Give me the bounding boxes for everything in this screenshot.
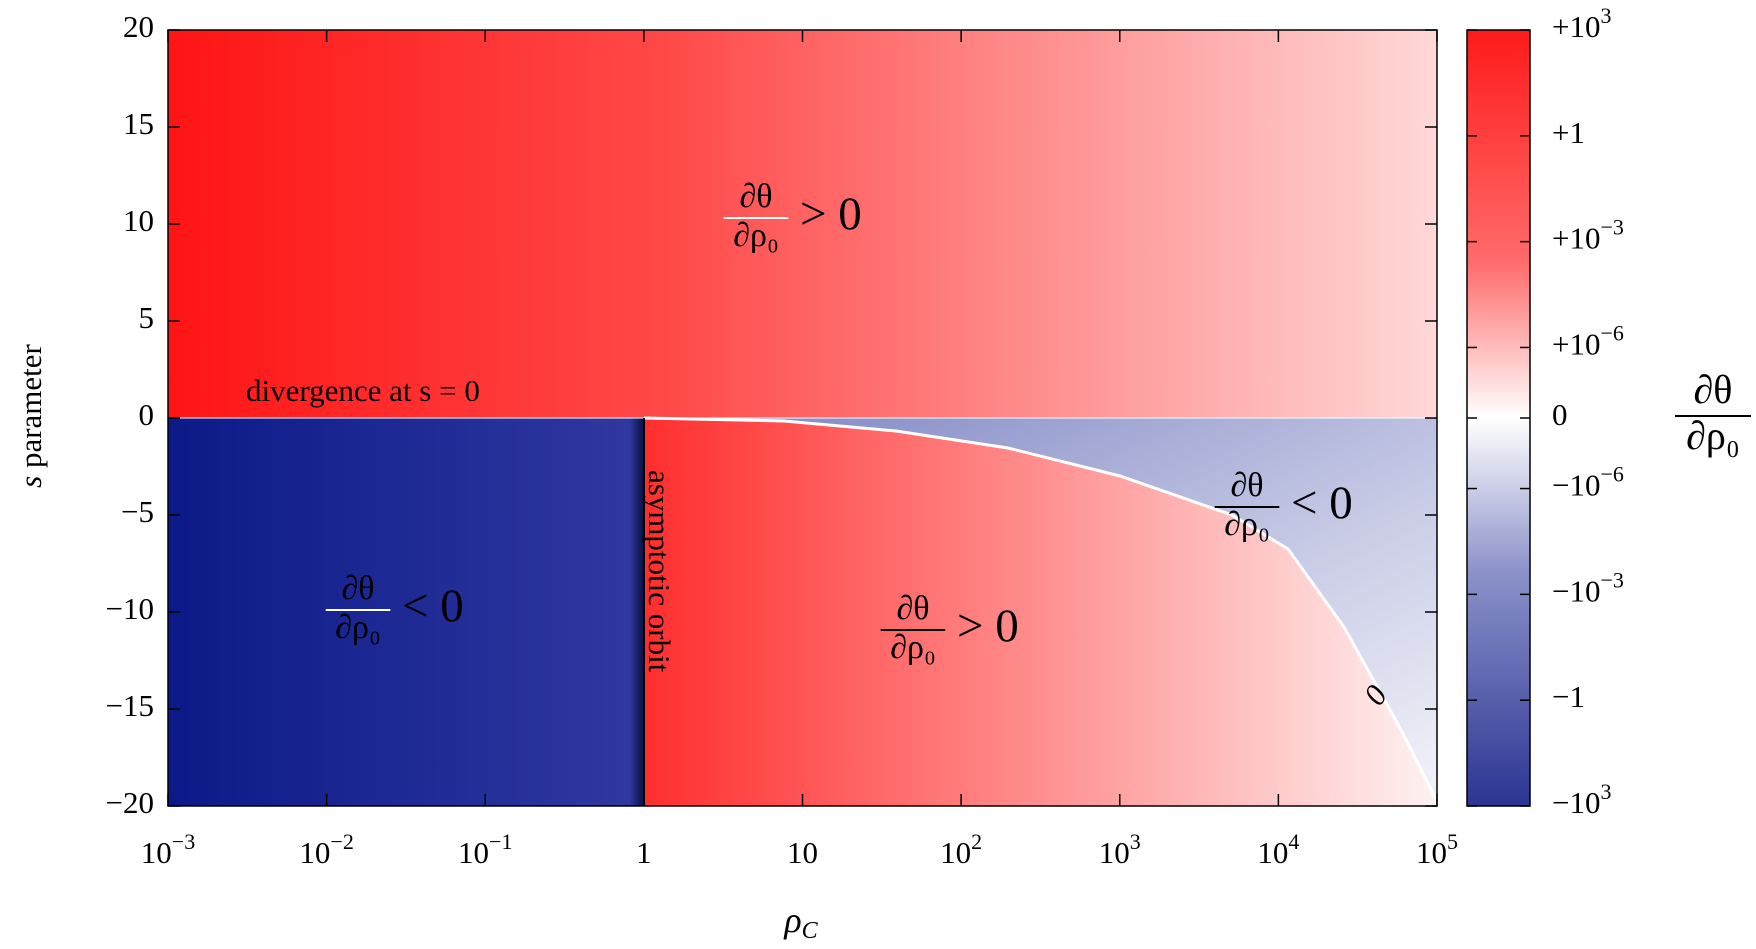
colorbar-tick-label-exp: 3	[1600, 779, 1611, 804]
x-tick-label: 10−1	[458, 829, 512, 870]
x-tick-label: 102	[940, 829, 982, 870]
colorbar-tick-label: +103	[1552, 3, 1611, 44]
colorbar-label-numerator: ∂θ	[1694, 367, 1733, 412]
annotation-fraction-numerator: ∂θ	[341, 570, 374, 607]
y-axis-label-text: parameter	[13, 343, 48, 468]
x-tick-label-exp: 3	[1130, 829, 1141, 854]
colorbar-tick-label: −10−6	[1552, 462, 1624, 503]
annotation-relation: > 0	[800, 188, 862, 240]
colorbar-tick-label: −1	[1552, 679, 1585, 714]
colorbar	[1466, 29, 1531, 807]
annotation-fraction: ∂θ∂ρ₀	[1214, 467, 1280, 543]
annotation-fraction: ∂θ∂ρ₀	[880, 590, 946, 666]
y-tick-label-base: −10	[106, 591, 154, 626]
heatmap-field	[168, 30, 1439, 806]
region-negative-right	[644, 418, 1437, 801]
y-tick-label: 20	[123, 9, 154, 44]
y-tick-label-base: −5	[121, 494, 154, 529]
colorbar-tick-label: +10−3	[1552, 215, 1624, 256]
divergence-label: divergence at s = 0	[246, 373, 480, 408]
y-tick-label: 5	[139, 300, 155, 335]
colorbar-tick-label: +10−6	[1552, 321, 1624, 362]
x-tick-label-base: 10	[458, 835, 489, 870]
y-axis-label: s parameter	[13, 343, 48, 487]
colorbar-tick-label-base: −10	[1552, 573, 1600, 608]
annotation-fraction-denominator: ∂ρ₀	[1224, 506, 1270, 543]
colorbar-tick-label-exp: 3	[1600, 3, 1611, 28]
x-tick-label-base: 10	[1257, 835, 1288, 870]
annotation-fraction: ∂θ∂ρ₀	[723, 178, 789, 254]
x-axis-label: ρC	[783, 900, 818, 943]
x-tick-label-exp: −2	[330, 829, 353, 854]
y-tick-label: −15	[106, 688, 154, 723]
x-tick-label-exp: 5	[1447, 829, 1458, 854]
region-positive-top	[168, 30, 1437, 418]
orbit-label: asymptotic orbit	[642, 470, 677, 673]
colorbar-label-denominator: ∂ρ₀	[1686, 413, 1740, 458]
region-negative-left	[168, 418, 644, 806]
y-tick-label: −10	[106, 591, 154, 626]
x-tick-label-exp: −3	[172, 829, 195, 854]
y-tick-label: −5	[121, 494, 154, 529]
x-tick-label: 1	[636, 835, 652, 870]
y-tick-label: −20	[106, 785, 154, 820]
annotation-fraction-numerator: ∂θ	[739, 178, 772, 215]
colorbar-tick-label-base: +10	[1552, 9, 1600, 44]
colorbar-tick-label: 0	[1552, 397, 1568, 432]
x-axis-label-sub: C	[802, 918, 819, 944]
x-tick-label-base: 10	[940, 835, 971, 870]
x-tick-label-exp: −1	[489, 829, 512, 854]
colorbar-tick-label: −103	[1552, 779, 1611, 820]
annotation-relation: < 0	[1291, 477, 1353, 529]
annotation-fraction-numerator: ∂θ	[896, 590, 929, 627]
x-tick-label: 104	[1257, 829, 1299, 870]
annotation-fraction: ∂θ∂ρ₀	[325, 570, 391, 646]
annotation-fraction-denominator: ∂ρ₀	[890, 629, 936, 666]
y-tick-label-base: −15	[106, 688, 154, 723]
colorbar-tick-label-base: −1	[1552, 679, 1585, 714]
y-axis-label-var: s	[13, 476, 48, 488]
colorbar-label: ∂θ∂ρ₀	[1675, 367, 1751, 458]
zero-contour	[643, 416, 1439, 802]
x-tick-label-exp: 4	[1288, 829, 1299, 854]
colorbar-tick-label: +1	[1552, 115, 1585, 150]
x-tick-label-base: 10	[1416, 835, 1447, 870]
x-axis-label-var: ρ	[783, 900, 801, 940]
x-tick-label-base: 10	[299, 835, 330, 870]
annotation-fraction-denominator: ∂ρ₀	[335, 609, 381, 646]
colorbar-tick-label: −10−3	[1552, 567, 1624, 608]
y-tick-label: 10	[123, 203, 154, 238]
colorbar-tick-label-exp: −3	[1600, 215, 1623, 240]
colorbar-tick-label-exp: −6	[1600, 462, 1623, 487]
x-tick-label-exp: 2	[971, 829, 982, 854]
colorbar-tick-label-base: +10	[1552, 327, 1600, 362]
y-tick-label: 0	[139, 397, 155, 432]
x-tick-label-base: 10	[141, 835, 172, 870]
x-tick-label: 10	[787, 835, 818, 870]
annotation-fraction-denominator: ∂ρ₀	[733, 217, 779, 254]
y-tick-label-base: −20	[106, 785, 154, 820]
x-tick-label: 105	[1416, 829, 1458, 870]
annotation-relation: < 0	[402, 580, 464, 632]
colorbar-tick-label-base: +10	[1552, 221, 1600, 256]
annotation-relation: > 0	[957, 600, 1019, 652]
x-tick-label: 10−3	[141, 829, 195, 870]
colorbar-tick-label-base: −10	[1552, 468, 1600, 503]
colorbar-tick-label-exp: −6	[1600, 321, 1623, 346]
x-tick-label-base: 10	[1099, 835, 1130, 870]
colorbar-tick-label-base: +1	[1552, 115, 1585, 150]
x-tick-label: 103	[1099, 829, 1141, 870]
colorbar-tick-label-base: −10	[1552, 785, 1600, 820]
colorbar-tick-label-exp: −3	[1600, 567, 1623, 592]
x-tick-label: 10−2	[299, 829, 353, 870]
y-tick-label: 15	[123, 106, 154, 141]
annotation-fraction-numerator: ∂θ	[1230, 467, 1263, 504]
